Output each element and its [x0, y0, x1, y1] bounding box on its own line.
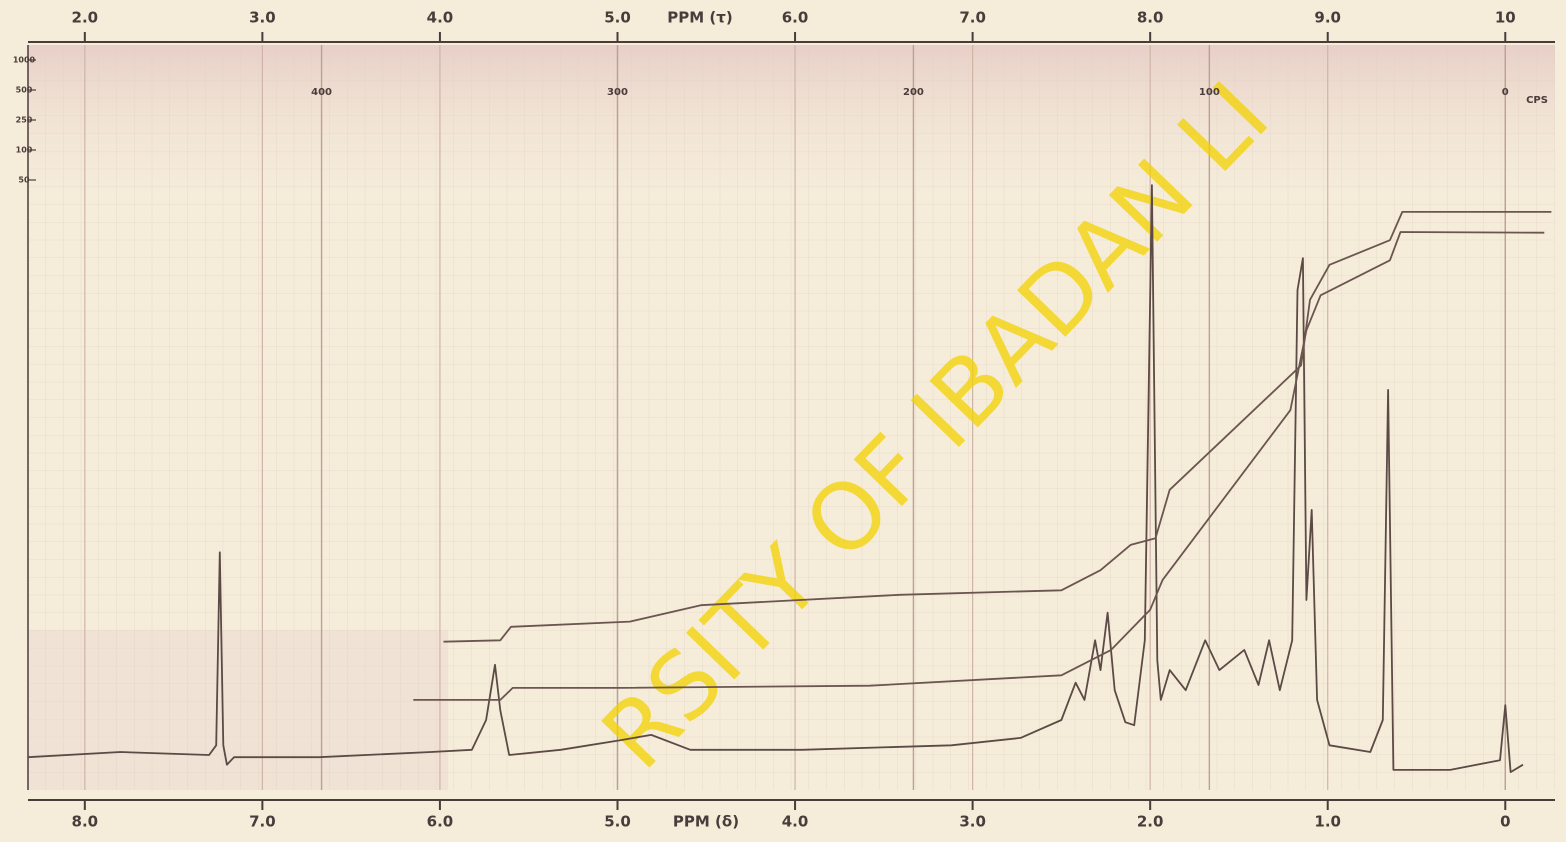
x-tick-label: 7.0	[249, 813, 276, 831]
cps-tick-label: 0	[1502, 87, 1509, 98]
x2-tick-label: 2.0	[72, 9, 99, 27]
trace	[413, 231, 1545, 701]
x-tick-label: 3.0	[959, 813, 986, 831]
trace	[27, 184, 1524, 773]
x2-tick-label: 9.0	[1314, 9, 1341, 27]
x-tick-label: 5.0	[604, 813, 631, 831]
sweep-width-label: 500	[16, 86, 33, 95]
x2-tick-label: 5.0	[604, 9, 631, 27]
sweep-width-label: 1000	[13, 56, 36, 65]
x-tick-label: 0	[1500, 813, 1510, 831]
paper-grid	[28, 45, 1555, 790]
cps-label: CPS	[1526, 95, 1548, 106]
x2-tick-label: 3.0	[249, 9, 276, 27]
x2-tick-label: 7.0	[959, 9, 986, 27]
sweep-width-label: 50	[18, 176, 30, 185]
x-tick-label: 6.0	[427, 813, 454, 831]
x2-tick-label: 8.0	[1137, 9, 1164, 27]
sweep-width-label: 250	[16, 116, 33, 125]
cps-tick-label: 300	[607, 87, 628, 98]
x-tick-label: 1.0	[1314, 813, 1341, 831]
sweep-width-label: 100	[16, 146, 33, 155]
x-tick-label: 2.0	[1137, 813, 1164, 831]
x-tick-label: 4.0	[782, 813, 809, 831]
cps-tick-label: 400	[311, 87, 332, 98]
x2-tick-label: 10	[1495, 9, 1516, 27]
x2-tick-label: 6.0	[782, 9, 809, 27]
top-axis-title: PPM (τ)	[667, 9, 732, 27]
x2-tick-label: 4.0	[427, 9, 454, 27]
cps-tick-label: 100	[1199, 87, 1220, 98]
trace	[443, 211, 1552, 643]
bottom-axis-title: PPM (δ)	[673, 813, 739, 831]
x-tick-label: 8.0	[72, 813, 99, 831]
cps-tick-label: 200	[903, 87, 924, 98]
